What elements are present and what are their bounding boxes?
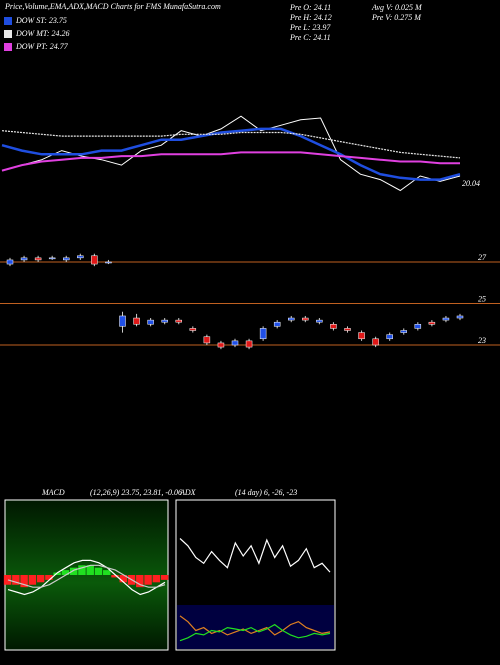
candle-body (442, 317, 450, 321)
info-label: Pre L: 23.97 (289, 23, 331, 32)
series-line (179, 623, 331, 642)
candle-body (288, 317, 295, 321)
histogram-bar (160, 575, 169, 580)
panel-title: ADX (179, 488, 197, 497)
legend-label: DOW ST: 23.75 (15, 16, 67, 25)
candle-body (273, 321, 281, 327)
series-line (1, 130, 461, 159)
candle-body (231, 340, 239, 346)
candle-body (133, 317, 140, 325)
candle-body (428, 321, 436, 325)
adx-lower (177, 605, 334, 649)
series-line (179, 538, 331, 573)
histogram-bar (78, 565, 86, 575)
histogram-bar (36, 575, 45, 583)
candle-body (259, 328, 267, 340)
candle-body (175, 319, 182, 323)
series-line (1, 127, 461, 181)
candle-body (147, 319, 154, 325)
candle-body (400, 330, 407, 333)
candle-body (48, 257, 56, 260)
histogram-bar (12, 575, 20, 585)
info-label: Pre V: 0.275 M (371, 13, 422, 22)
chart-title: Price,Volume,EMA,ADX,MACD Charts for FMS… (4, 2, 221, 11)
candle-body (34, 257, 42, 261)
candle-body (372, 338, 379, 346)
histogram-bar (111, 575, 119, 578)
histogram-bar (152, 575, 161, 583)
last-price-label: 20.04 (462, 179, 480, 188)
candle-body (245, 340, 253, 348)
panel-subtitle: (12,26,9) 23.75, 23.81, -0.06 (90, 488, 182, 497)
candle-body (189, 328, 197, 331)
histogram-bar (94, 567, 103, 575)
panel-title: MACD (41, 488, 65, 497)
y-tick-label: 27 (478, 253, 487, 262)
candle-body (344, 328, 351, 331)
candle-body (456, 315, 464, 319)
candle-body (386, 334, 393, 340)
candle-body (77, 255, 84, 259)
panel-subtitle: (14 day) 6, -26, -23 (235, 488, 297, 497)
candle-body (91, 255, 98, 265)
series-line (1, 151, 460, 172)
candle-body (217, 342, 225, 348)
candle-body (203, 336, 211, 344)
candle-body (316, 319, 323, 323)
candle-body (20, 257, 28, 261)
candle-body (105, 261, 112, 264)
histogram-bar (136, 575, 144, 588)
histogram-bar (144, 575, 152, 585)
histogram-bar (86, 565, 94, 575)
candle-body (161, 319, 168, 323)
histogram-bar (53, 572, 61, 575)
candle-body (358, 332, 365, 340)
legend-swatch (4, 17, 12, 25)
legend-swatch (4, 30, 12, 38)
info-label: Pre H: 24.12 (289, 13, 332, 22)
candle-body (6, 259, 14, 265)
histogram-bar (61, 570, 70, 575)
histogram-bar (69, 567, 78, 575)
series-line (179, 615, 331, 636)
macd-line (7, 564, 166, 588)
info-label: Pre C: 24.11 (289, 33, 331, 42)
histogram-bar (20, 575, 28, 588)
candle-body (63, 257, 70, 261)
info-label: Avg V: 0.025 M (371, 3, 423, 12)
histogram-bar (28, 575, 37, 585)
info-label: Pre O: 24.11 (289, 3, 331, 12)
legend-swatch (4, 43, 12, 51)
candle-body (302, 317, 309, 321)
legend-label: DOW MT: 24.26 (15, 29, 70, 38)
macd-line (7, 559, 166, 596)
candle-body (119, 315, 126, 327)
candle-body (414, 324, 422, 329)
y-tick-label: 25 (478, 294, 486, 303)
histogram-bar (103, 570, 111, 575)
histogram-bar (119, 575, 127, 583)
histogram-bar (45, 575, 53, 580)
histogram-bar (3, 575, 12, 585)
y-tick-label: 23 (478, 336, 486, 345)
legend-label: DOW PT: 24.77 (15, 42, 69, 51)
candle-body (330, 324, 337, 329)
